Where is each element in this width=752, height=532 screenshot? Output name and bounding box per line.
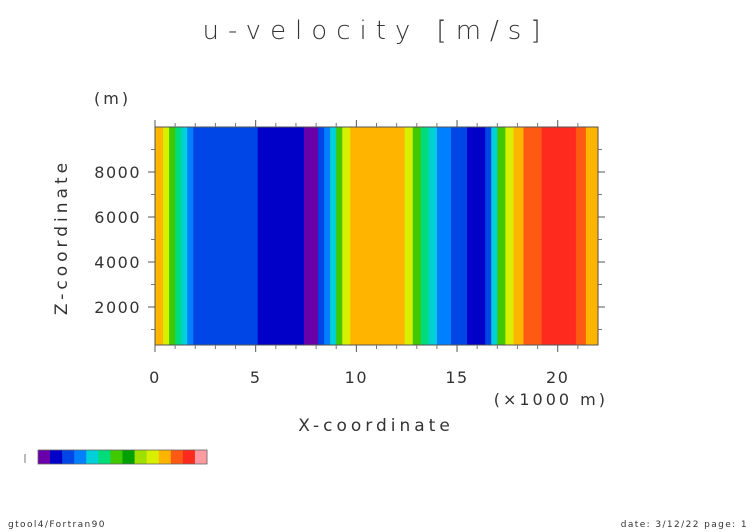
colorbar-frame: [37, 449, 208, 465]
colorbar-swatch: [98, 450, 111, 464]
x-tick-label: 10: [345, 368, 368, 387]
colorbar-swatch: [182, 450, 196, 464]
y-axis-unit: (m): [94, 89, 131, 108]
colorbar-swatch: [134, 450, 148, 464]
colorbar-swatch: [194, 450, 208, 464]
footer-right: date: 3/12/22 page: 1: [621, 520, 748, 530]
band-27: [523, 127, 543, 345]
colorbar-swatch: [50, 450, 63, 464]
y-axis-label: Z-coordinate: [52, 159, 72, 315]
band-2: [169, 127, 176, 345]
x-tick-label: 15: [445, 368, 468, 387]
band-24: [497, 127, 506, 345]
band-7: [257, 127, 305, 345]
band-0: [155, 127, 164, 345]
colorbar-swatch: [62, 450, 75, 464]
x-axis-label: X-coordinate: [298, 416, 454, 436]
y-tick-label: 8000: [94, 163, 141, 182]
band-19: [436, 127, 452, 345]
y-axis-ticks: 2000 4000 6000 8000: [94, 149, 605, 330]
colorbar-swatch: [110, 450, 123, 464]
y-tick-label: 2000: [94, 298, 141, 317]
heatmap-bands: [155, 127, 599, 345]
band-20: [451, 127, 468, 345]
colorbar-swatch: [74, 450, 87, 464]
footer-left: gtool4/Fortran90: [8, 520, 106, 530]
band-1: [163, 127, 170, 345]
colorbar-swatch: [38, 450, 51, 464]
band-3: [175, 127, 182, 345]
band-10: [324, 127, 331, 345]
band-6: [193, 127, 259, 345]
colorbar-swatch: [146, 450, 160, 464]
band-8: [304, 127, 319, 345]
colorbar-swatch: [122, 450, 135, 464]
band-9: [318, 127, 325, 345]
colorbar-swatch: [158, 450, 172, 464]
band-12: [336, 127, 343, 345]
band-22: [485, 127, 492, 345]
colorbar: [37, 449, 208, 465]
band-15: [404, 127, 414, 345]
band-30: [585, 127, 599, 345]
x-axis-ticks: 0 5 10 15 20: [149, 120, 579, 387]
chart-title: u-velocity [m/s]: [203, 16, 550, 46]
band-25: [505, 127, 515, 345]
x-tick-label: 0: [149, 368, 161, 387]
x-axis-unit: (×1000 m): [494, 390, 608, 409]
band-5: [187, 127, 194, 345]
band-29: [575, 127, 587, 345]
y-tick-label: 4000: [94, 253, 141, 272]
band-17: [420, 127, 430, 345]
band-26: [513, 127, 525, 345]
band-18: [428, 127, 438, 345]
colorbar-swatch: [170, 450, 184, 464]
band-13: [342, 127, 351, 345]
band-21: [467, 127, 486, 345]
band-14: [350, 127, 406, 345]
band-28: [541, 127, 577, 345]
x-tick-label: 20: [546, 368, 569, 387]
colorbar-swatch: [86, 450, 99, 464]
band-11: [330, 127, 337, 345]
band-16: [412, 127, 422, 345]
band-23: [491, 127, 498, 345]
x-tick-label: 5: [250, 368, 262, 387]
band-4: [181, 127, 188, 345]
y-tick-label: 6000: [94, 208, 141, 227]
